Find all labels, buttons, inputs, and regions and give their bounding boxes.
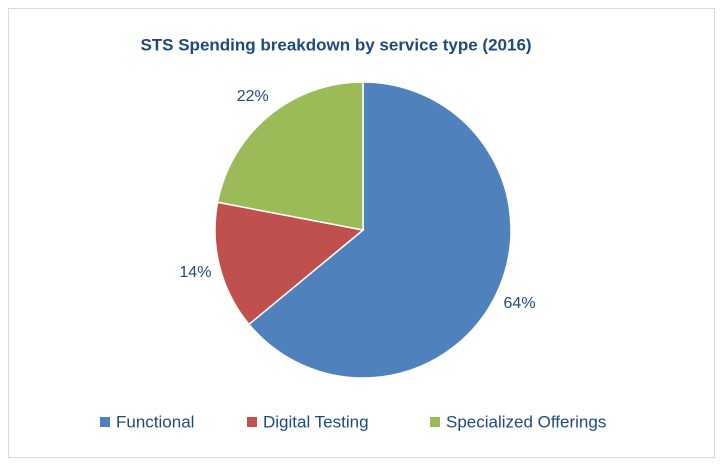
legend-swatch — [430, 417, 440, 427]
legend-label: Functional — [116, 412, 194, 431]
legend-label: Digital Testing — [263, 412, 369, 431]
data-label: 64% — [504, 295, 536, 312]
pie-slice — [247, 81, 512, 379]
pie-slice — [214, 201, 365, 326]
data-label: 14% — [179, 264, 211, 281]
chart-title: STS Spending breakdown by service type (… — [140, 35, 531, 54]
pie-slice — [216, 81, 364, 231]
legend-label: Specialized Offerings — [446, 412, 606, 431]
data-label: 22% — [237, 88, 269, 105]
legend-swatch — [100, 417, 110, 427]
legend-swatch — [247, 417, 257, 427]
